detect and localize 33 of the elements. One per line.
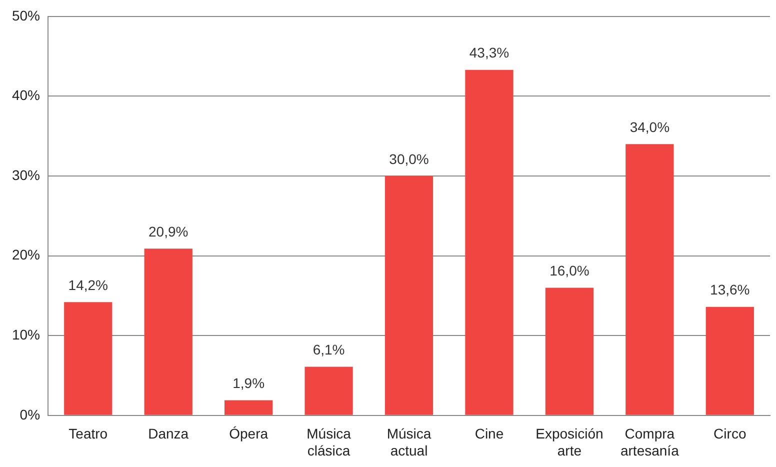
x-tick-label: Música actual [386,426,432,458]
y-tick-label: 20% [12,246,40,263]
data-label: 30,0% [389,150,429,167]
y-tick-label: 0% [20,406,40,422]
x-tick-label: Compra artesanía [620,426,680,458]
bar [706,306,754,415]
x-tick-label: Exposición arte [536,426,604,458]
y-tick-label: 10% [12,326,40,342]
data-label: 16,0% [550,262,590,279]
bar [465,70,514,415]
data-label: 6,1% [312,342,345,358]
data-label: 14,2% [68,276,108,293]
x-tick-label: Ópera [229,426,268,442]
bar [545,288,594,415]
bar [64,302,112,415]
y-tick-label: 50% [12,7,40,24]
x-tick-label: Circo [714,426,746,442]
y-tick-label: 40% [12,87,40,104]
data-label: 13,6% [710,282,750,298]
x-tick-label: Teatro [68,426,108,442]
bar [384,176,434,415]
y-tick-label: 30% [12,166,40,183]
x-tick-label: Cine [474,426,504,442]
bar [304,366,353,415]
x-tick-label: Danza [148,426,189,442]
x-tick-label: Música clásica [306,426,352,458]
bar [626,144,674,415]
data-label: 34,0% [630,118,670,135]
data-label: 20,9% [148,223,188,240]
data-label: 1,9% [232,375,265,392]
bar [144,248,192,415]
data-label: 43,3% [469,44,510,61]
bar [224,400,273,415]
